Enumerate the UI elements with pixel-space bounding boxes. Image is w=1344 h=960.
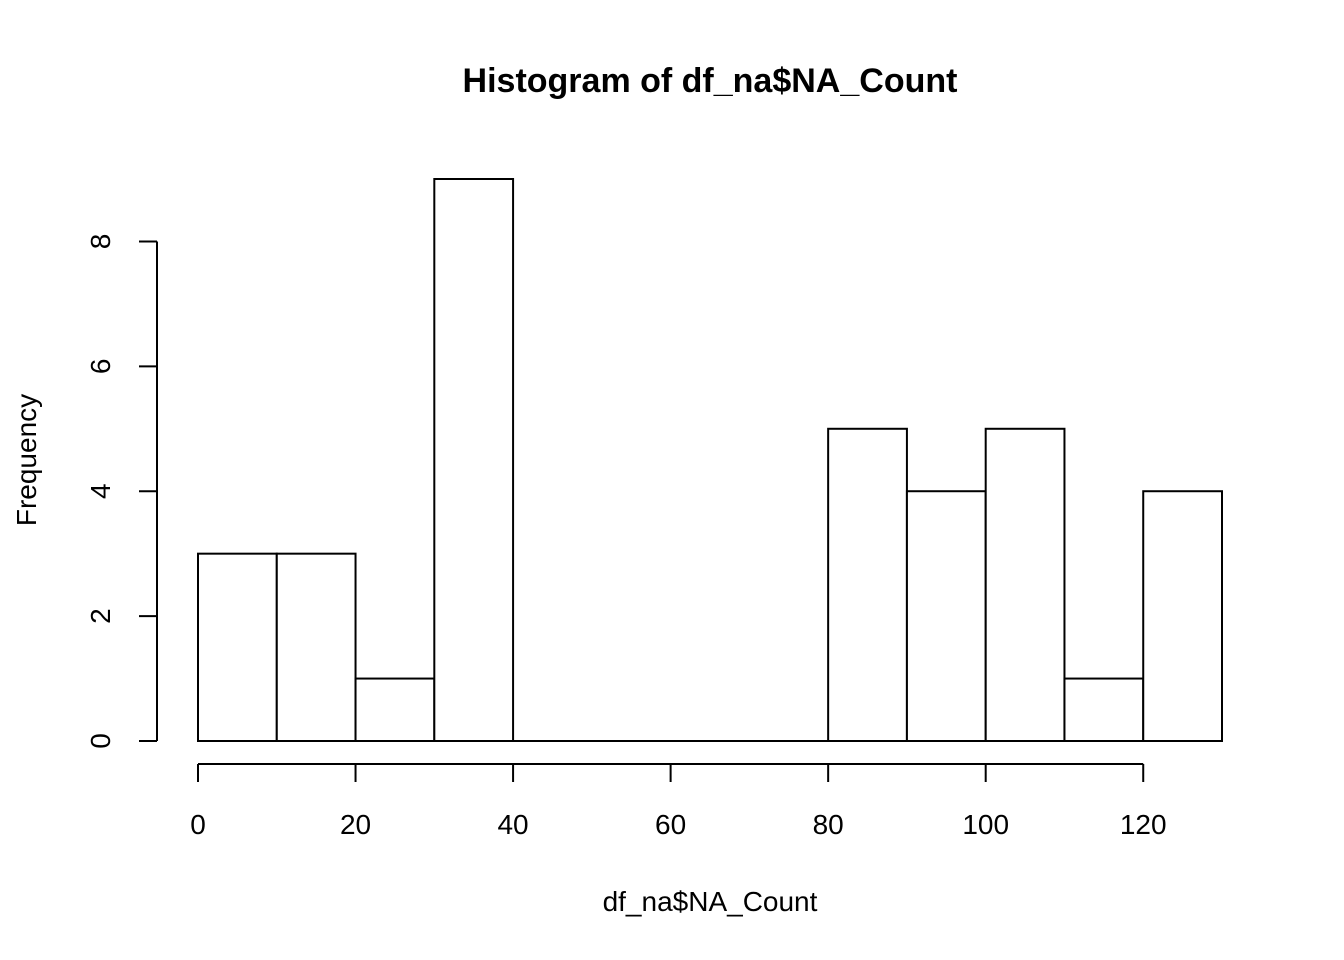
x-axis-label: df_na$NA_Count (603, 886, 818, 917)
histogram-bar-2 (354, 677, 436, 742)
chart-title: Histogram of df_na$NA_Count (463, 62, 958, 100)
x-axis: 0 20 40 60 80 100 120 (190, 763, 1167, 840)
y-axis-label: Frequency (11, 394, 42, 526)
histogram-bar-8 (827, 427, 908, 742)
x-tick-label-40: 40 (497, 809, 528, 840)
y-tick-label-4: 4 (85, 483, 116, 499)
y-tick-label-2: 2 (85, 608, 116, 624)
histogram-bar-12 (1142, 490, 1223, 742)
y-tick-label-6: 6 (85, 359, 116, 375)
y-tick-label-8: 8 (85, 234, 116, 250)
x-tick-label-0: 0 (190, 809, 206, 840)
bars-group (197, 178, 1223, 743)
x-tick-label-100: 100 (962, 809, 1009, 840)
histogram-bar-10 (984, 427, 1066, 742)
x-tick-label-80: 80 (813, 809, 844, 840)
x-tick-label-20: 20 (340, 809, 371, 840)
histogram-bar-9 (905, 490, 987, 742)
histogram-bar-0 (197, 552, 278, 743)
y-axis: 0 2 4 6 8 (85, 234, 158, 749)
x-tick-label-60: 60 (655, 809, 686, 840)
y-tick-label-0: 0 (85, 733, 116, 749)
histogram-bar-3 (433, 178, 515, 742)
histogram-bar-1 (275, 552, 357, 743)
histogram-bar-11 (1063, 677, 1145, 742)
x-tick-label-120: 120 (1120, 809, 1167, 840)
